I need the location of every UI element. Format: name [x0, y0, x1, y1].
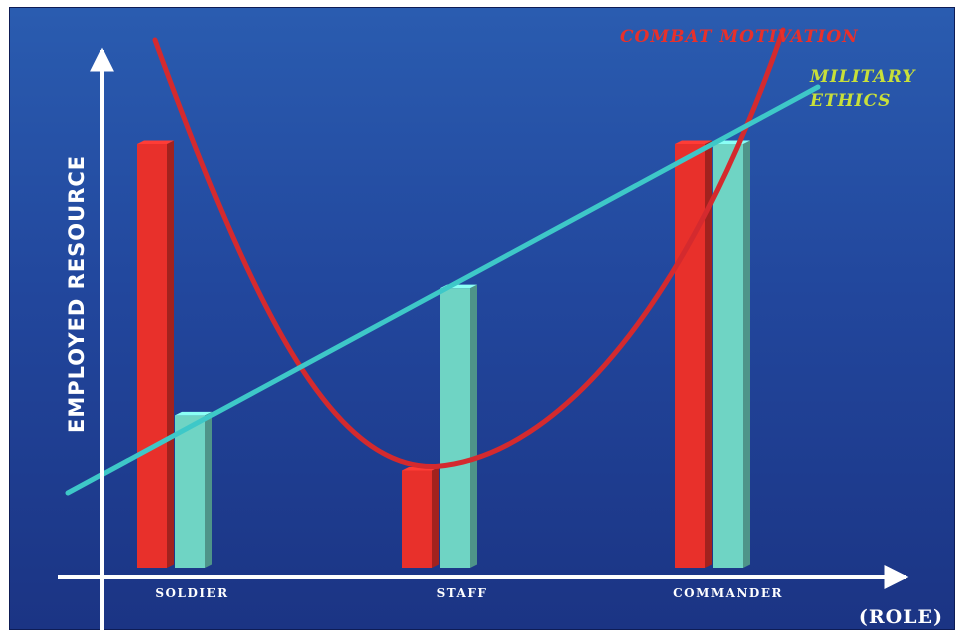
trend-lines-layer [65, 27, 821, 496]
x-axis-title: (ROLE) [859, 606, 943, 628]
trend-line-combat-motivation [152, 27, 786, 469]
bar-combat-motivation-soldier [137, 140, 174, 568]
legend-military-ethics-line2: ETHICS [809, 91, 891, 111]
x-tick-label-soldier: SOLDIER [155, 586, 228, 600]
bar-military-ethics-commander [713, 140, 750, 568]
bars-layer [137, 140, 750, 568]
bar-military-ethics-staff [440, 284, 477, 568]
bar-military-ethics-soldier [175, 411, 212, 568]
x-tick-label-staff: STAFF [437, 586, 488, 600]
y-axis-title: EMPLOYED RESOURCE [65, 155, 89, 433]
bar-combat-motivation-commander [675, 140, 712, 568]
trend-line-military-ethics [65, 84, 821, 496]
bar-combat-motivation-staff [402, 466, 439, 568]
x-tick-label-commander: COMMANDER [673, 586, 783, 600]
legend-military-ethics-line1: MILITARY [809, 67, 916, 87]
x-tick-labels: SOLDIER STAFF COMMANDER [155, 586, 783, 600]
legend-combat-motivation: COMBAT MOTIVATION [620, 27, 859, 47]
